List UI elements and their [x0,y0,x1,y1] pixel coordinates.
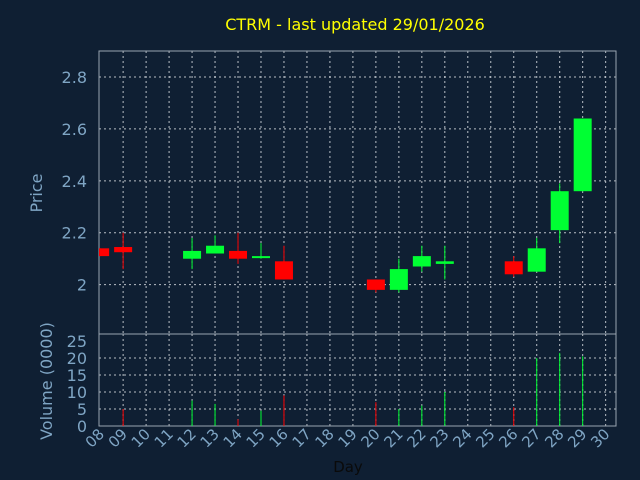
candle-body [183,250,202,259]
candle-08 [99,248,110,257]
candle-29 [573,118,592,192]
volume-tick-label: 0 [77,417,87,436]
volume-tick-label: 20 [67,349,87,368]
candle-27 [527,237,546,272]
candle-body [504,261,523,275]
volume-series [122,352,584,426]
candle-body [527,248,546,272]
candle-body [251,256,270,259]
candle-body [366,279,385,290]
candle-body [435,261,454,264]
price-axis-ticks: 2 2.2 2.4 2.6 2.8 [62,68,87,295]
candle-28 [550,183,569,244]
day-axis-label: Day [333,458,363,476]
volume-tick-label: 5 [77,400,87,419]
candle-body [206,245,225,254]
candle-body [229,250,248,259]
price-tick-label: 2.8 [62,68,87,87]
candle-body [573,118,592,192]
volume-axis-label: Volume (0000) [37,322,56,440]
candle-23 [435,245,454,280]
candle-15 [251,243,270,259]
price-tick-label: 2 [77,276,87,295]
candle-body [274,261,293,280]
candle-body [550,191,569,231]
candle-body [99,248,110,257]
chart-title: CTRM - last updated 29/01/2026 [225,15,485,34]
candle-21 [389,258,408,293]
candle-20 [366,279,385,293]
candle-body [412,256,431,267]
candlestick-series [99,118,592,293]
candle-12 [183,237,202,270]
volume-tick-label: 15 [67,366,87,385]
volume-tick-label: 10 [67,383,87,402]
volume-tick-label: 25 [67,332,87,351]
candle-body [114,247,133,253]
price-tick-label: 2.6 [62,120,87,139]
candle-09 [114,232,133,270]
candle-22 [412,245,431,272]
candle-16 [274,245,293,280]
price-axis-label: Price [27,173,46,212]
volume-panel-frame [98,333,617,427]
candle-26 [504,256,523,277]
candle-14 [229,232,248,264]
candle-13 [206,235,225,254]
price-tick-label: 2.2 [62,224,87,243]
day-axis-ticks: 0809101112131415161718192021222324252627… [82,425,614,451]
price-tick-label: 2.4 [62,172,87,191]
candle-body [389,269,408,290]
